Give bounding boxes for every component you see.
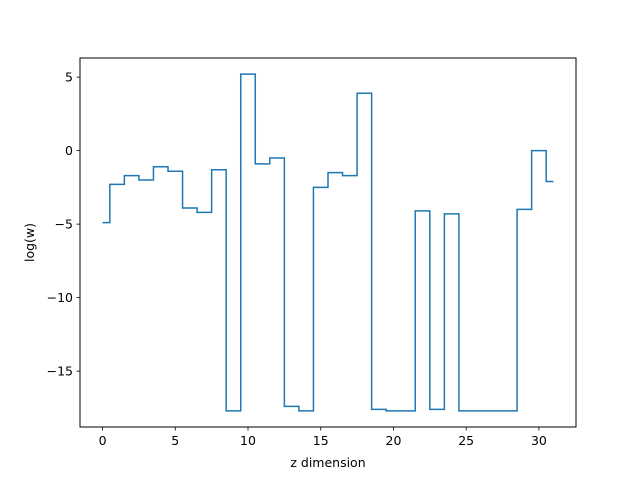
x-tick-label: 30 xyxy=(531,433,547,448)
y-tick-label: −15 xyxy=(47,364,73,379)
y-axis-ticks: 5 0 −5 −10 −15 xyxy=(47,70,80,379)
x-tick-label: 10 xyxy=(240,433,256,448)
x-tick-label: 15 xyxy=(313,433,329,448)
y-tick-label: −5 xyxy=(55,217,73,232)
x-tick-label: 0 xyxy=(99,433,107,448)
y-tick-label: −10 xyxy=(47,290,73,305)
y-tick-label: 0 xyxy=(65,143,73,158)
x-axis-label: z dimension xyxy=(290,455,365,470)
series-step-line xyxy=(102,73,554,412)
x-tick-label: 5 xyxy=(171,433,179,448)
x-axis-ticks: 0 5 10 15 20 25 30 xyxy=(99,427,547,448)
y-axis-label: log(w) xyxy=(22,223,37,262)
plot-area xyxy=(80,58,576,427)
x-tick-label: 20 xyxy=(386,433,402,448)
y-tick-label: 5 xyxy=(65,70,73,85)
plot-frame xyxy=(79,57,577,428)
x-tick-label: 25 xyxy=(458,433,474,448)
series-layer xyxy=(102,73,554,412)
